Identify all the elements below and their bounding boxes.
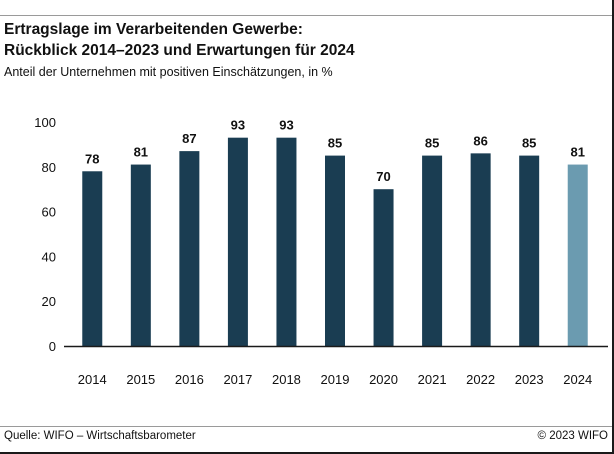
data-label-2018: 93 (279, 118, 293, 133)
data-label-2016: 87 (182, 131, 196, 146)
x-tick-label-2017: 2017 (223, 372, 252, 387)
x-axis: 2014 2015 2016 2017 2018 2019 2020 2021 2022 2023… (64, 345, 608, 387)
bar-2018 (276, 137, 297, 346)
bar-2015 (130, 164, 151, 346)
chart-title: Ertragslage im Verarbeitenden Gewerbe: R… (4, 19, 564, 61)
y-tick-label: 20 (42, 294, 56, 309)
x-tick-label-2016: 2016 (175, 372, 204, 387)
copyright-note: © 2023 WIFO (537, 430, 608, 442)
y-axis: 0 20 40 60 80 100 (34, 115, 56, 354)
y-tick-label: 0 (49, 339, 56, 354)
data-label-2015: 81 (134, 145, 148, 160)
data-label-2020: 70 (376, 169, 390, 184)
x-tick-label-2020: 2020 (369, 372, 398, 387)
bar-2017 (227, 137, 248, 346)
x-tick-label-2021: 2021 (418, 372, 447, 387)
x-tick-label-2015: 2015 (126, 372, 155, 387)
bar-series (82, 137, 588, 346)
x-tick-label-2022: 2022 (466, 372, 495, 387)
bar-2023 (519, 155, 540, 346)
data-label-2014: 78 (85, 151, 99, 166)
bar-chart: 0 20 40 60 80 100 78 81 87 93 93 85 70 85 86 85 81 2014… (34, 115, 608, 387)
chart-title-line-1: Ertragslage im Verarbeitenden Gewerbe: (4, 21, 303, 38)
data-label-2023: 85 (522, 136, 536, 151)
data-label-2022: 86 (473, 133, 487, 148)
data-labels: 78 81 87 93 93 85 70 85 86 85 81 (85, 118, 585, 185)
source-note: Quelle: WIFO – Wirtschaftsbarometer (4, 430, 196, 442)
y-tick-label: 60 (42, 205, 56, 220)
x-tick-label-2018: 2018 (272, 372, 301, 387)
data-label-2017: 93 (231, 118, 245, 133)
x-tick-label-2023: 2023 (515, 372, 544, 387)
bar-2016 (179, 151, 200, 346)
chart-title-line-2: Rückblick 2014–2023 und Erwartungen für … (4, 42, 355, 59)
bar-2022 (470, 153, 491, 346)
y-tick-label: 40 (42, 249, 56, 264)
x-tick-label-2014: 2014 (78, 372, 107, 387)
bar-2024 (567, 164, 588, 346)
x-tick-label-2019: 2019 (321, 372, 350, 387)
y-tick-label: 80 (42, 160, 56, 175)
footer-divider (0, 426, 612, 427)
top-divider (0, 15, 612, 16)
x-tick-label-2024: 2024 (563, 372, 592, 387)
bar-2021 (422, 155, 443, 346)
data-label-2024: 81 (570, 145, 584, 160)
bar-2019 (325, 155, 345, 346)
data-label-2021: 85 (425, 136, 439, 151)
data-label-2019: 85 (328, 136, 342, 151)
bar-2020 (373, 189, 394, 346)
bar-2014 (82, 171, 103, 346)
chart-subtitle: Anteil der Unternehmen mit positiven Ein… (4, 65, 333, 79)
y-tick-label: 100 (34, 115, 56, 130)
